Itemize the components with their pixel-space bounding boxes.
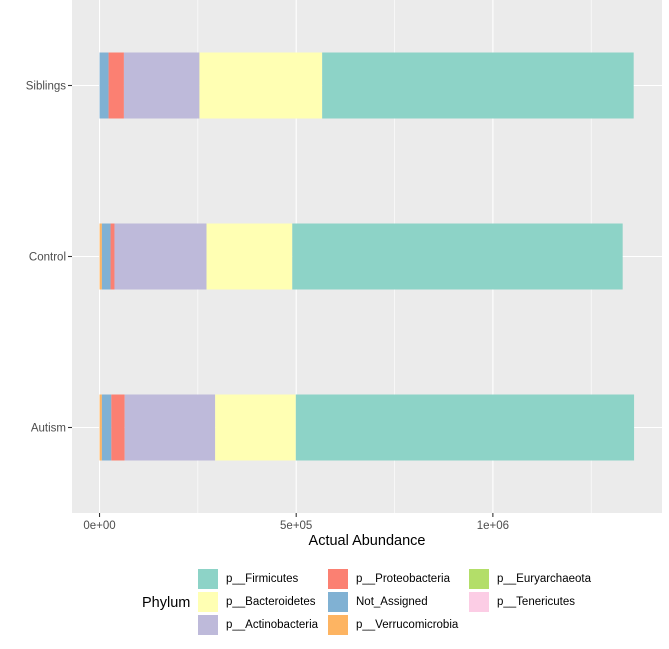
legend-color-key (469, 569, 489, 589)
bar-segment (111, 394, 125, 461)
legend-label: p__Verrucomicrobia (356, 619, 459, 631)
legend-item: p__Bacteroidetes (198, 592, 316, 612)
bar-segment (99, 223, 102, 290)
legend-label: p__Tenericutes (497, 596, 575, 608)
bar-segment (114, 223, 207, 290)
legend-item: p__Actinobacteria (198, 615, 318, 635)
bar-segment (99, 52, 109, 119)
legend-label: p__Euryarchaeota (497, 573, 591, 585)
bar-segment (108, 52, 124, 119)
legend-color-key (198, 592, 218, 612)
bar-segment (101, 223, 111, 290)
legend-color-key (198, 569, 218, 589)
y-axis: Autism Control Siblings (26, 81, 72, 435)
bars (99, 52, 635, 461)
legend-label: p__Proteobacteria (356, 573, 450, 585)
x-axis: 0e+00 5e+05 1e+06 (83, 513, 509, 532)
bar-segment (123, 52, 200, 119)
bar-segment (110, 223, 115, 290)
x-tick-label: 5e+05 (280, 520, 312, 532)
legend-item: Not_Assigned (328, 592, 428, 612)
bar-segment (206, 223, 293, 290)
y-tick-label: Siblings (26, 81, 67, 93)
legend-color-key (469, 592, 489, 612)
bar-segment (322, 52, 634, 119)
legend-label: Not_Assigned (356, 596, 428, 608)
legend-item: p__Verrucomicrobia (328, 615, 458, 635)
stacked-bar-chart: 0e+00 5e+05 1e+06 Autism Control Siblings Ac… (26, 0, 662, 549)
legend: Phylum p__Firmicutes p__Bacteroidetes p__A… (0, 566, 669, 642)
bar-segment (101, 394, 112, 461)
bar-segment (295, 394, 635, 461)
legend-label: p__Firmicutes (226, 573, 299, 585)
legend-title: Phylum (142, 595, 191, 611)
legend-item: p__Proteobacteria (328, 569, 450, 589)
bar-segment (99, 394, 102, 461)
y-tick-label: Control (29, 252, 66, 264)
legend-label: p__Bacteroidetes (226, 596, 316, 608)
legend-label: p__Actinobacteria (226, 619, 319, 631)
x-tick-label: 1e+06 (477, 520, 509, 532)
legend-item: p__Tenericutes (469, 592, 575, 612)
bar-segment (215, 394, 296, 461)
legend-item: p__Euryarchaeota (469, 569, 591, 589)
legend-color-key (198, 615, 218, 635)
bar-segment (124, 394, 216, 461)
x-axis-title: Actual Abundance (309, 533, 426, 549)
legend-color-key (328, 569, 348, 589)
legend-item: p__Firmicutes (198, 569, 298, 589)
legend-color-key (328, 592, 348, 612)
y-tick-label: Autism (31, 423, 66, 435)
bar-segment (199, 52, 323, 119)
x-tick-label: 0e+00 (83, 520, 115, 532)
bar-segment (292, 223, 623, 290)
legend-color-key (328, 615, 348, 635)
